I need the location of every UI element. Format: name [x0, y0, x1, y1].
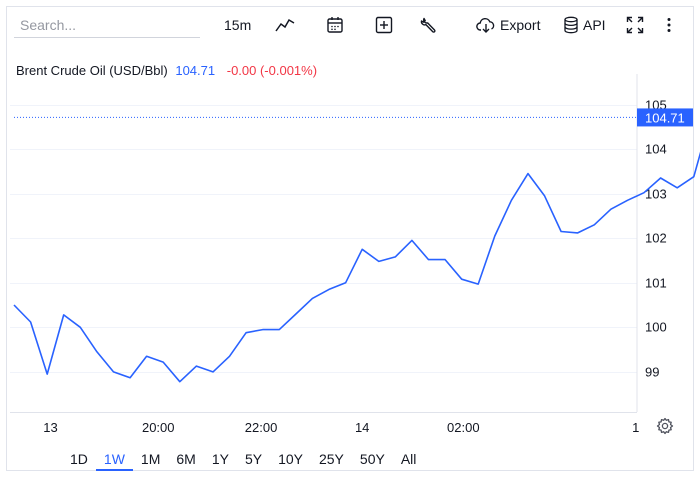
fullscreen-button[interactable]	[626, 14, 644, 36]
y-tick-label: 100	[645, 320, 667, 335]
range-button-1m[interactable]: 1M	[140, 451, 161, 467]
y-tick-label: 99	[645, 365, 659, 380]
range-button-50y[interactable]: 50Y	[359, 451, 385, 467]
export-label: Export	[500, 17, 541, 33]
search-input[interactable]	[14, 12, 200, 38]
chart-legend: Brent Crude Oil (USD/Bbl) 104.71 -0.00 (…	[16, 63, 317, 78]
database-icon	[564, 16, 578, 34]
date-range-button[interactable]	[326, 14, 344, 36]
chart-grid	[10, 105, 637, 373]
chart-widget-frame	[6, 6, 694, 471]
more-options-button[interactable]	[665, 14, 673, 36]
legend-symbol: Brent Crude Oil (USD/Bbl)	[16, 63, 168, 78]
range-button-5y[interactable]: 5Y	[244, 451, 263, 467]
y-tick-label: 102	[645, 231, 667, 246]
x-axis: 13 20:00 22:00 14 02:00 1	[10, 412, 639, 435]
last-price-label: 104.71	[645, 110, 685, 125]
last-price-marker: 104.71	[14, 108, 693, 127]
calendar-icon	[327, 17, 343, 33]
chart-type-button[interactable]	[274, 14, 296, 36]
range-button-1d[interactable]: 1D	[70, 451, 88, 467]
last-price-badge	[637, 108, 693, 127]
x-tick-label: 02:00	[447, 420, 480, 435]
settings-tools-button[interactable]	[420, 14, 438, 36]
api-label: API	[583, 17, 606, 33]
range-button-10y[interactable]: 10Y	[278, 451, 303, 467]
cloud-download-icon	[476, 17, 495, 33]
x-tick-label: 13	[43, 420, 57, 435]
x-tick-label: 22:00	[245, 420, 278, 435]
range-button-1w[interactable]: 1W	[95, 449, 133, 471]
range-button-6m[interactable]: 6M	[176, 451, 196, 467]
legend-last-price: 104.71	[175, 63, 216, 78]
legend-change: -0.00 (-0.001%)	[226, 63, 318, 78]
more-vertical-icon	[667, 18, 671, 32]
chart-toolbar: 15m Export API	[6, 6, 694, 42]
range-button-all[interactable]: All	[400, 451, 417, 467]
x-tick-label: 14	[355, 420, 369, 435]
range-selector: 1D 1W 1M 6M 1Y 5Y 10Y 25Y 50Y All	[62, 449, 424, 471]
wrench-icon	[420, 17, 436, 33]
gear-icon	[656, 417, 674, 435]
interval-selector[interactable]: 15m	[224, 14, 251, 36]
x-tick-label: 1	[632, 420, 639, 435]
api-button[interactable]: API	[563, 14, 606, 36]
interval-label: 15m	[224, 17, 252, 33]
price-line	[13, 151, 700, 383]
y-tick-label: 103	[645, 187, 667, 202]
range-button-25y[interactable]: 25Y	[318, 451, 344, 467]
x-tick-label: 20:00	[142, 420, 175, 435]
y-tick-label: 101	[645, 276, 667, 291]
add-indicator-icon	[375, 16, 393, 34]
fullscreen-icon	[626, 16, 644, 34]
range-button-1y[interactable]: 1Y	[211, 451, 229, 467]
add-indicator-button[interactable]	[375, 14, 393, 36]
y-tick-label: 104	[645, 142, 667, 157]
chart-settings-button[interactable]	[656, 417, 674, 435]
line-chart-icon	[275, 18, 295, 32]
chart-series	[13, 151, 700, 383]
export-button[interactable]: Export	[476, 14, 540, 36]
